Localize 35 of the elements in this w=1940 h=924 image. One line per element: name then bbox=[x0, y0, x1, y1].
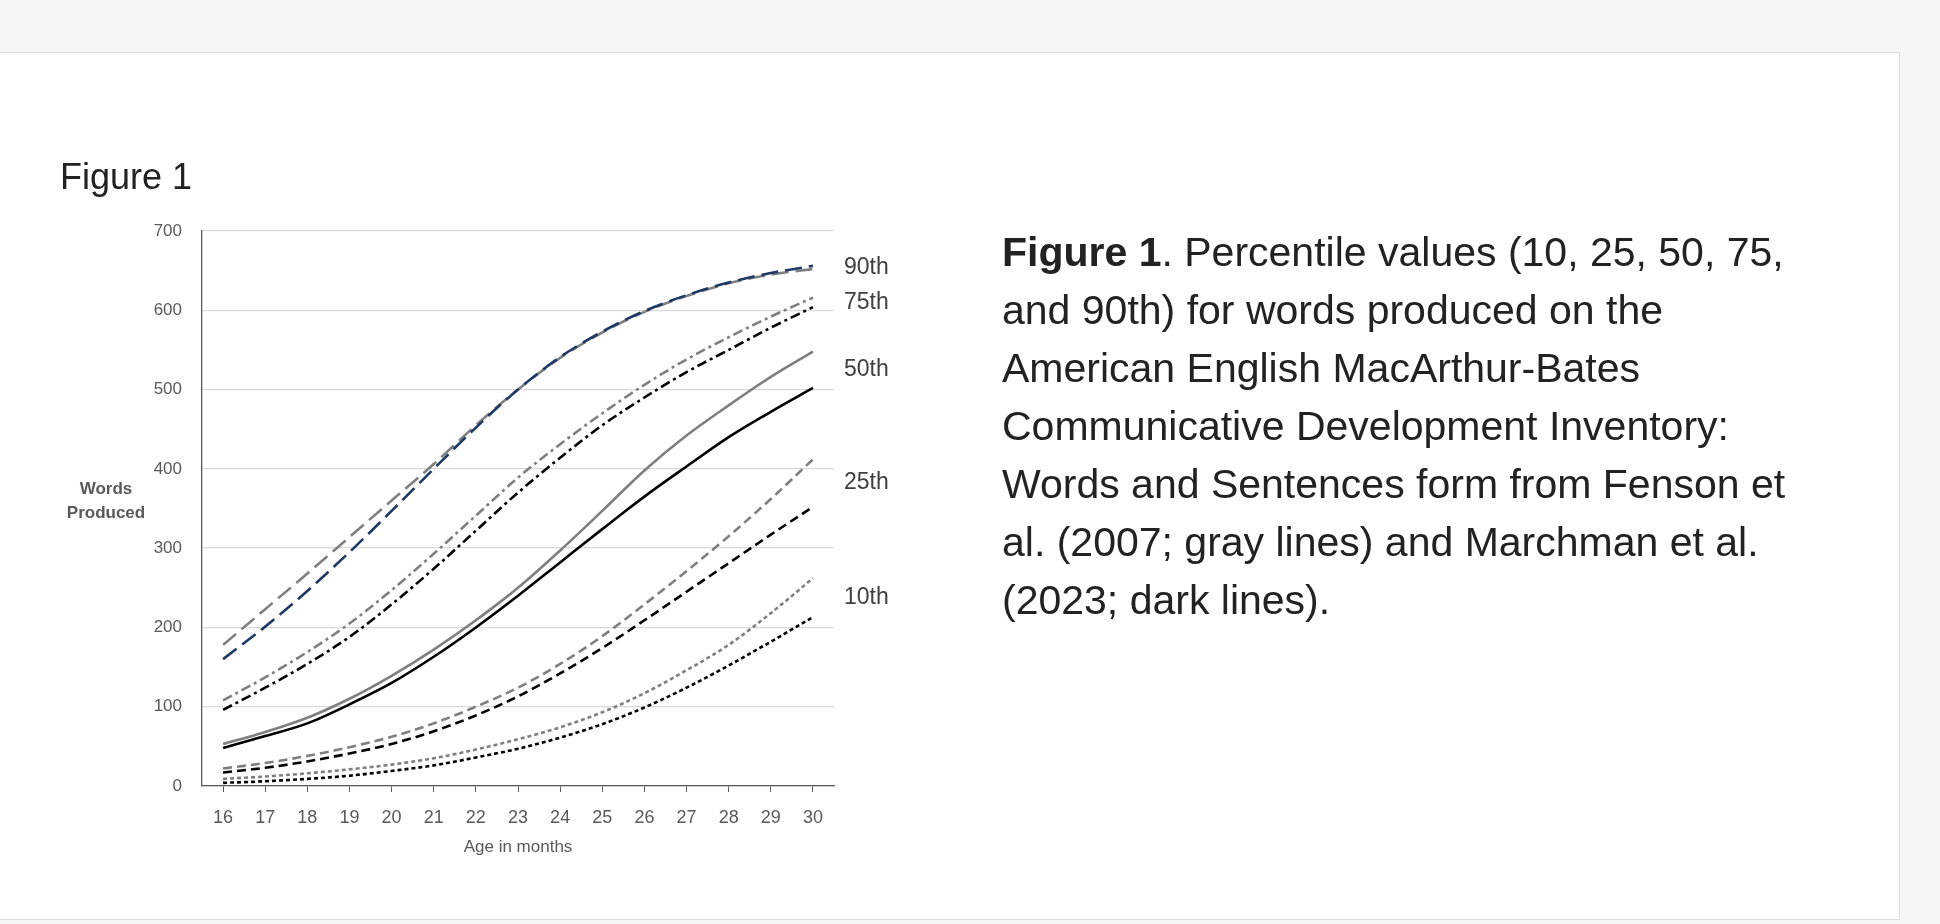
x-tick-label: 26 bbox=[634, 806, 655, 827]
series-label: 75th bbox=[843, 287, 889, 314]
x-tick-label: 23 bbox=[507, 806, 529, 827]
x-tick-label: 29 bbox=[760, 806, 781, 827]
caption: Figure 1. Percentile values (10, 25, 50, 75, and 90th) for words produced on the American English MacArthur-Bates Communicative Development Inventory: Words and Sentences form from Fenson et al. (2007; gray lines) and Marchman et al. (2023; dark lines). bbox=[1002, 229, 1786, 623]
line-series bbox=[221, 576, 815, 781]
series-label: 50th bbox=[843, 355, 889, 382]
x-axis-title: Age in months bbox=[463, 837, 573, 857]
x-tick-label: 27 bbox=[676, 806, 697, 827]
y-axis-title: Words Produced bbox=[65, 478, 147, 524]
series-label: 90th bbox=[843, 252, 889, 279]
x-tick-label: 30 bbox=[802, 806, 823, 827]
y-tick-label: 100 bbox=[153, 696, 182, 716]
x-tick-label: 17 bbox=[255, 806, 276, 827]
chart-title: Figure 1 bbox=[60, 156, 193, 198]
x-tick-label: 22 bbox=[465, 806, 486, 827]
series-label: 25th bbox=[843, 468, 889, 495]
x-tick-label: 24 bbox=[550, 806, 571, 827]
y-tick-label: 500 bbox=[153, 379, 182, 399]
y-tick-label: 400 bbox=[153, 458, 182, 478]
y-tick-label: 0 bbox=[172, 775, 182, 795]
y-tick-label: 700 bbox=[153, 220, 182, 240]
x-tick-label: 28 bbox=[718, 806, 739, 827]
x-tick-label: 19 bbox=[339, 806, 360, 827]
line-series bbox=[221, 458, 815, 770]
x-tick-label: 16 bbox=[213, 806, 234, 827]
y-tick-label: 200 bbox=[153, 617, 182, 637]
line-series bbox=[221, 615, 815, 785]
series-label: 10th bbox=[843, 583, 889, 610]
x-tick-label: 21 bbox=[423, 806, 444, 827]
y-tick-label: 600 bbox=[153, 299, 182, 319]
x-tick-label: 20 bbox=[381, 806, 402, 827]
x-tick-label: 25 bbox=[592, 806, 613, 827]
y-tick-label: 300 bbox=[153, 537, 182, 557]
x-tick-label: 18 bbox=[297, 806, 318, 827]
